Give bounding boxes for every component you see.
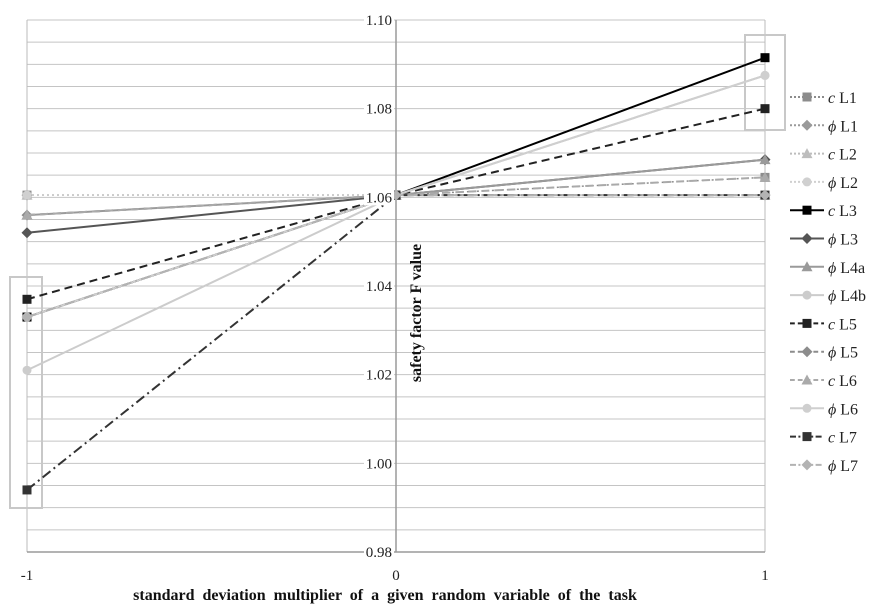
data-point-marker (22, 485, 32, 495)
y-tick-label: 1.02 (366, 368, 392, 384)
legend-label: ϕ L3 (828, 232, 858, 249)
legend-label: c L6 (828, 373, 857, 390)
data-point-marker (801, 459, 813, 471)
data-point-marker (801, 346, 813, 358)
legend-label: ϕ L6 (828, 401, 858, 418)
legend-label: ϕ L7 (828, 458, 858, 475)
data-point-marker (802, 92, 812, 102)
legend-label: c L2 (828, 147, 857, 164)
legend-label: c L1 (828, 90, 857, 107)
legend-label: c L3 (828, 203, 857, 220)
y-tick-label: 1.00 (366, 456, 392, 472)
legend-item: ϕ L1 (790, 118, 858, 135)
y-tick-label-bg (364, 454, 394, 472)
y-tick-label-bg (364, 99, 394, 117)
legend-label: ϕ L4a (828, 260, 865, 277)
legend-label: ϕ L5 (828, 345, 858, 362)
y-tick-label: 1.08 (366, 102, 392, 118)
data-point-marker (22, 190, 32, 200)
legend-item: ϕ L6 (790, 401, 858, 418)
data-point-marker (22, 294, 32, 304)
legend-item: c L3 (790, 203, 857, 220)
data-point-marker (21, 209, 33, 220)
data-point-marker (801, 148, 813, 159)
y-tick-label: 1.04 (366, 279, 393, 295)
data-point-marker (759, 189, 771, 201)
data-point-marker (760, 70, 770, 80)
data-point-marker (802, 432, 812, 442)
legend-label: ϕ L2 (828, 175, 858, 192)
data-point-marker (802, 318, 812, 328)
x-tick-label: 0 (392, 568, 400, 584)
legend-item: ϕ L4a (790, 260, 865, 277)
legend-label: c L5 (828, 316, 857, 333)
tick-labels: 0.98 1.00 1.02 1.04 1.06 1.08 1.10 -1 0 1 (21, 11, 769, 584)
data-point-marker (801, 119, 813, 131)
x-tick-label: 1 (761, 568, 769, 584)
data-point-marker (802, 403, 812, 413)
data-point-marker (801, 374, 813, 385)
data-point-marker (759, 154, 771, 165)
data-point-marker (802, 205, 812, 215)
y-tick-label: 1.06 (366, 190, 393, 206)
legend-label: c L7 (828, 430, 857, 447)
legend-item: ϕ L5 (790, 345, 858, 362)
data-point-marker (22, 365, 32, 375)
legend-item: ϕ L4b (790, 288, 866, 305)
highlight-box-left (9, 276, 43, 509)
data-point-marker (759, 171, 771, 182)
legend-item: ϕ L2 (790, 175, 858, 192)
legend-item: c L2 (790, 147, 857, 164)
y-tick-label: 0.98 (366, 545, 392, 561)
series-lines (21, 53, 771, 495)
legend-label: ϕ L1 (828, 118, 858, 135)
x-axis-title: standard deviation multiplier of a given… (133, 587, 637, 604)
legend-item: c L1 (790, 90, 857, 107)
legend-item: ϕ L7 (790, 458, 858, 475)
legend-label: ϕ L4b (828, 288, 866, 305)
y-tick-label-bg (364, 188, 394, 206)
data-point-marker (802, 177, 812, 187)
data-point-marker (801, 233, 813, 244)
y-tick-label-bg (364, 365, 394, 383)
legend: c L1 ϕ L1 c L2 ϕ L2 c L3 ϕ L3 ϕ L4a ϕ L4b c L5 ϕ … (790, 90, 866, 475)
y-tick-label-bg (364, 277, 394, 294)
data-point-marker (801, 261, 813, 272)
legend-item: c L7 (790, 430, 857, 447)
y-axis-title: safety factor F value (408, 244, 425, 382)
y-tick-label-bg (364, 11, 394, 28)
legend-item: c L6 (790, 373, 857, 390)
data-point-marker (802, 290, 812, 300)
data-point-marker (21, 227, 33, 239)
y-tick-label: 1.10 (366, 13, 392, 29)
data-point-marker (760, 53, 770, 63)
legend-item: ϕ L3 (790, 232, 858, 249)
x-tick-label: -1 (21, 568, 34, 584)
data-point-marker (760, 104, 770, 114)
legend-item: c L5 (790, 316, 857, 333)
y-tick-label-bg (364, 543, 394, 560)
data-point-marker (21, 311, 33, 323)
